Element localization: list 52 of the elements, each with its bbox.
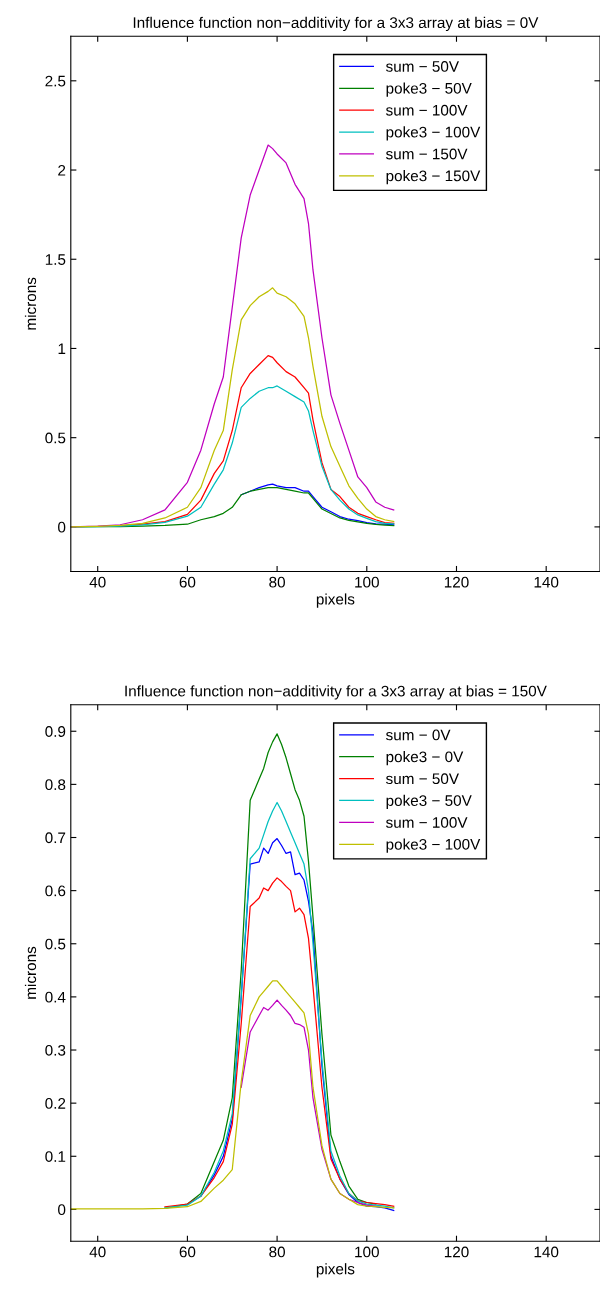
line-series — [70, 287, 395, 528]
legend-label: poke3 − 100V — [386, 838, 481, 853]
y-tick-label: 2.5 — [45, 75, 66, 87]
y-tick-label: 0.8 — [45, 779, 66, 791]
legend-label: sum − 50V — [386, 773, 459, 785]
chart-title: Influence function non−additivity for a 3x3 array at bias = 150V — [125, 685, 547, 700]
y-axis-title: microns — [24, 277, 37, 330]
x-tick-label: 40 — [89, 576, 106, 588]
y-tick-label: 1 — [58, 343, 66, 354]
y-tick-label: 0.2 — [45, 1098, 66, 1109]
y-tick-label: 0.6 — [45, 885, 66, 897]
y-tick-label: 0.3 — [45, 1044, 66, 1056]
y-tick-label: 0.5 — [45, 432, 66, 444]
y-axis-title: microns — [24, 946, 37, 999]
x-tick-label: 100 — [355, 576, 379, 588]
y-tick-label: 0 — [58, 1204, 66, 1216]
legend-label: sum − 100V — [386, 817, 468, 828]
y-tick-label: 0.4 — [45, 991, 66, 1003]
x-tick-label: 60 — [179, 1246, 196, 1258]
line-series — [70, 385, 395, 528]
y-tick-label: 2 — [58, 164, 66, 176]
legend-label: poke3 − 50V — [386, 794, 472, 810]
x-tick-label: 120 — [444, 576, 469, 588]
x-axis-title: pixels — [316, 593, 355, 608]
y-tick-label: 1.5 — [45, 254, 66, 265]
legend-label: poke3 − 50V — [386, 82, 472, 97]
line-series — [240, 483, 395, 526]
x-tick-label: 100 — [355, 1246, 379, 1258]
legend-label: sum − 0V — [386, 729, 451, 741]
x-tick-label: 60 — [179, 576, 196, 588]
x-axis-title: pixels — [316, 1263, 355, 1278]
legend-label: poke3 − 0V — [386, 751, 464, 766]
legend-label: sum − 50V — [386, 61, 459, 72]
line-series — [70, 980, 395, 1210]
legend-label: poke3 − 150V — [386, 170, 481, 185]
y-tick-label: 0.5 — [45, 938, 66, 950]
y-tick-label: 0.7 — [45, 832, 66, 844]
y-tick-label: 0 — [58, 521, 66, 533]
legend-label: sum − 150V — [386, 148, 468, 160]
x-tick-label: 80 — [269, 1246, 285, 1258]
chart-title: Influence function non−additivity for a 3x3 array at bias = 0V — [133, 16, 539, 32]
x-tick-label: 40 — [89, 1246, 106, 1258]
x-tick-label: 120 — [444, 1246, 469, 1258]
line-series — [240, 999, 377, 1207]
x-tick-label: 140 — [534, 576, 559, 588]
x-tick-label: 140 — [534, 1246, 559, 1258]
y-tick-label: 0.1 — [45, 1151, 66, 1162]
legend-label: sum − 100V — [386, 104, 468, 116]
line-series — [164, 877, 395, 1208]
legend-label: poke3 − 100V — [386, 126, 481, 141]
y-tick-label: 0.9 — [45, 726, 66, 737]
x-tick-label: 80 — [269, 576, 285, 588]
